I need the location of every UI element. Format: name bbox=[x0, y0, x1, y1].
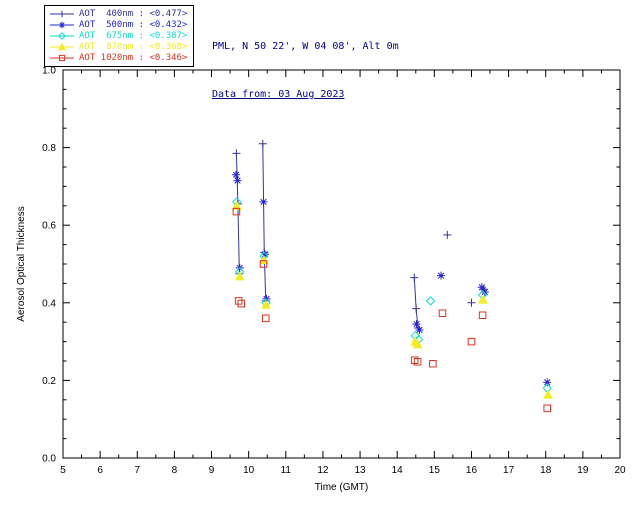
data-point-400nm bbox=[412, 304, 421, 313]
legend-sample-500nm-icon bbox=[50, 21, 74, 29]
x-tick-label: 10 bbox=[243, 465, 255, 476]
y-axis-label: Aerosol Optical Thickness bbox=[16, 206, 27, 321]
y-tick-label: 1.0 bbox=[42, 66, 56, 77]
header-location: PML, N 50 22', W 04 08', Alt 0m bbox=[212, 41, 399, 52]
legend-item-400nm: AOT 400nm : <0.477> bbox=[49, 9, 187, 19]
data-point-500nm bbox=[412, 320, 421, 329]
legend-label-500nm: AOT 500nm : <0.432> bbox=[79, 20, 188, 30]
x-tick-label: 7 bbox=[134, 465, 140, 476]
data-point-400nm bbox=[443, 230, 452, 239]
legend-label-1020nm: AOT 1020nm : <0.346> bbox=[79, 53, 188, 63]
data-point-400nm bbox=[258, 139, 267, 148]
x-tick-label: 8 bbox=[172, 465, 178, 476]
series-400nm bbox=[232, 139, 488, 333]
legend-item-675nm: AOT 675nm : <0.387> bbox=[49, 31, 187, 41]
y-tick-label: 0.2 bbox=[42, 376, 56, 387]
y-tick-label: 0.0 bbox=[42, 454, 56, 465]
y-tick-label: 0.6 bbox=[42, 221, 56, 232]
legend-item-1020nm: AOT 1020nm : <0.346> bbox=[49, 53, 187, 63]
data-point-500nm bbox=[259, 197, 268, 206]
x-tick-label: 15 bbox=[429, 465, 441, 476]
data-point-1020nm bbox=[478, 311, 487, 319]
data-point-500nm bbox=[232, 170, 241, 179]
data-point-1020nm bbox=[410, 356, 419, 364]
data-point-870nm bbox=[231, 200, 242, 210]
x-axis-label: Time (GMT) bbox=[315, 482, 369, 493]
data-point-675nm bbox=[425, 296, 436, 306]
data-point-870nm bbox=[478, 294, 488, 304]
x-tick-label: 11 bbox=[281, 465, 292, 476]
y-tick-label: 0.4 bbox=[42, 298, 56, 309]
legend-label-870nm: AOT 870nm : <0.368> bbox=[79, 42, 188, 52]
legend-label-400nm: AOT 400nm : <0.477> bbox=[79, 9, 188, 19]
legend-label-675nm: AOT 675nm : <0.387> bbox=[79, 31, 188, 41]
tick-marks bbox=[62, 69, 621, 459]
legend-sample-1020nm-icon bbox=[50, 54, 74, 62]
legend-marker-500nm-icon bbox=[58, 21, 66, 29]
x-tick-label: 12 bbox=[317, 465, 329, 476]
data-point-870nm bbox=[234, 271, 245, 281]
data-point-870nm bbox=[543, 389, 553, 399]
data-point-400nm bbox=[467, 298, 476, 307]
legend-marker-1020nm-icon bbox=[58, 54, 66, 62]
header-date: Data from: 03 Aug 2023 bbox=[212, 89, 345, 100]
series-500nm bbox=[232, 170, 552, 387]
data-point-870nm bbox=[412, 339, 423, 349]
x-tick-label: 20 bbox=[614, 465, 626, 476]
data-point-500nm bbox=[543, 378, 552, 387]
data-point-1020nm bbox=[261, 314, 270, 323]
data-point-400nm bbox=[232, 149, 241, 158]
data-point-400nm bbox=[410, 273, 419, 282]
data-point-1020nm bbox=[438, 309, 447, 318]
line-400nm bbox=[262, 143, 267, 301]
data-point-1020nm bbox=[429, 359, 437, 368]
plot-header: PML, N 50 22', W 04 08', Alt 0m Data fro… bbox=[212, 7, 399, 135]
x-tick-label: 6 bbox=[97, 465, 103, 476]
data-point-500nm bbox=[480, 287, 489, 296]
tick-labels: 5 6 7 8 9 10 11 12 13 14 15 16 17 18 19 20 0.0 0.2 0.4 0.6 0… bbox=[42, 66, 626, 477]
x-tick-label: 9 bbox=[209, 465, 215, 476]
x-tick-label: 5 bbox=[60, 465, 66, 476]
legend-marker-675nm-icon bbox=[58, 32, 66, 40]
legend-sample-870nm-icon bbox=[50, 42, 74, 51]
series-870nm bbox=[231, 200, 553, 399]
legend-marker-870nm-icon bbox=[57, 42, 67, 51]
data-point-870nm bbox=[259, 255, 269, 265]
data-point-1020nm bbox=[237, 299, 246, 308]
line-400nm bbox=[235, 153, 240, 274]
data-point-500nm bbox=[261, 250, 270, 259]
data-point-500nm bbox=[233, 176, 242, 185]
x-tick-label: 18 bbox=[540, 465, 552, 476]
x-tick-label: 17 bbox=[503, 465, 515, 476]
legend-item-500nm: AOT 500nm : <0.432> bbox=[49, 20, 187, 30]
data-point-1020nm bbox=[413, 358, 422, 366]
x-tick-label: 19 bbox=[577, 465, 589, 476]
y-tick-label: 0.8 bbox=[42, 143, 56, 154]
data-point-870nm bbox=[261, 299, 271, 309]
data-point-500nm bbox=[437, 271, 446, 280]
x-tick-label: 14 bbox=[392, 465, 404, 476]
legend-sample-675nm-icon bbox=[50, 32, 74, 40]
legend-item-870nm: AOT 870nm : <0.368> bbox=[49, 42, 187, 52]
series-1020nm bbox=[232, 207, 551, 413]
data-point-1020nm bbox=[467, 337, 476, 346]
data-point-1020nm bbox=[232, 207, 241, 216]
x-tick-label: 13 bbox=[355, 465, 367, 476]
x-tick-label: 16 bbox=[466, 465, 478, 476]
data-point-1020nm bbox=[543, 404, 551, 413]
data-point-1020nm bbox=[234, 297, 243, 305]
legend-sample-400nm-icon bbox=[50, 10, 74, 18]
data-point-1020nm bbox=[259, 260, 268, 268]
legend-marker-400nm-icon bbox=[58, 10, 66, 18]
data-point-500nm bbox=[477, 283, 486, 292]
series-675nm bbox=[232, 197, 552, 393]
data-point-500nm bbox=[415, 325, 424, 334]
legend-box: AOT 400nm : <0.477> AOT 500nm : <0.432> AO… bbox=[44, 5, 195, 67]
